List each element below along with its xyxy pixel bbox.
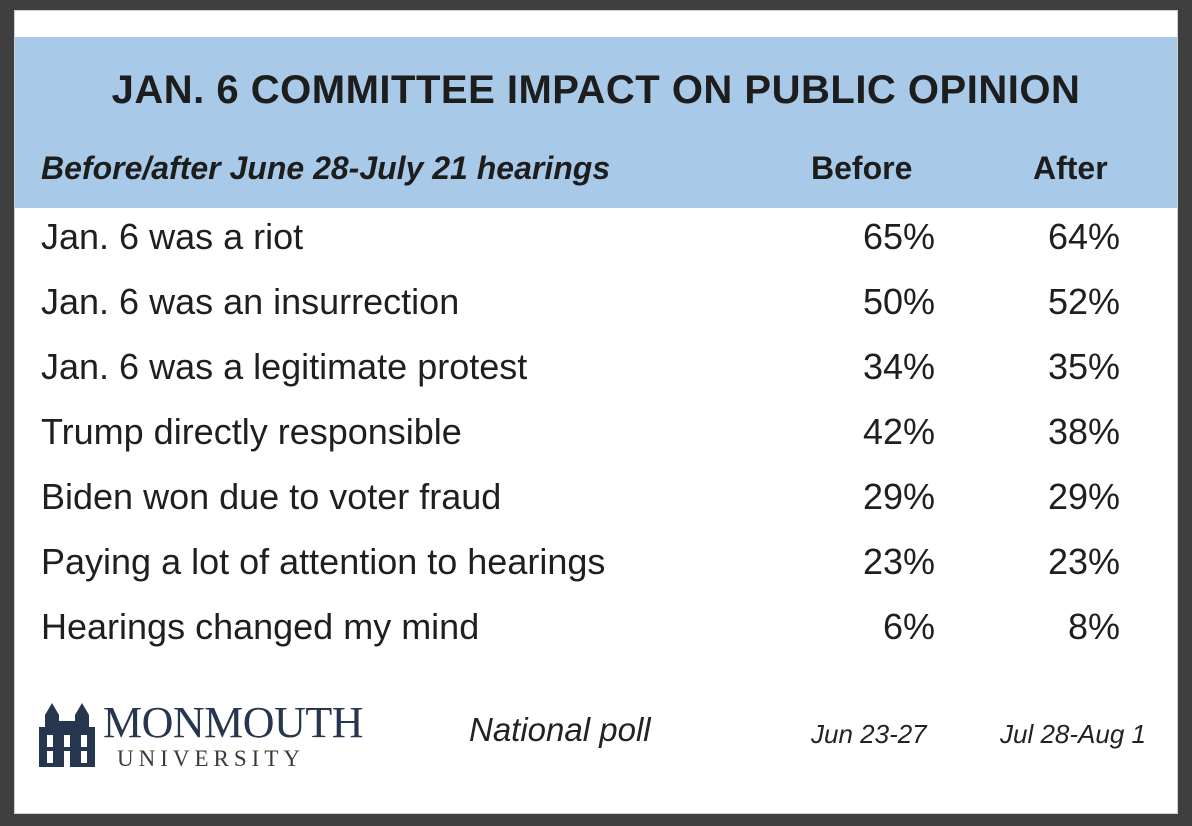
table-title: JAN. 6 COMMITTEE IMPACT ON PUBLIC OPINIO… xyxy=(111,68,1081,112)
poll-type-label: National poll xyxy=(469,711,651,748)
before-value: 34% xyxy=(862,346,935,387)
before-date-label: Jun 23-27 xyxy=(811,719,927,749)
row-label: Jan. 6 was a riot xyxy=(41,216,304,257)
column-header-after: After xyxy=(1033,150,1108,186)
after-value: 52% xyxy=(1047,281,1120,322)
before-value: 6% xyxy=(882,606,935,647)
after-value: 8% xyxy=(1067,606,1120,647)
after-date-label: Jul 28-Aug 1 xyxy=(1000,719,1146,749)
table-row: Jan. 6 was a legitimate protest 34% 35% xyxy=(15,338,1177,403)
table-row: Hearings changed my mind 6% 8% xyxy=(15,598,1177,663)
before-value: 65% xyxy=(862,216,935,257)
table-row: Jan. 6 was a riot 65% 64% xyxy=(15,208,1177,273)
before-value: 23% xyxy=(862,541,935,582)
after-value: 23% xyxy=(1047,541,1120,582)
row-label: Paying a lot of attention to hearings xyxy=(41,541,606,582)
poll-table-card: JAN. 6 COMMITTEE IMPACT ON PUBLIC OPINIO… xyxy=(14,10,1178,814)
before-value: 42% xyxy=(862,411,935,452)
table-row: Trump directly responsible 42% 38% xyxy=(15,403,1177,468)
row-label: Hearings changed my mind xyxy=(41,606,480,647)
table-header: JAN. 6 COMMITTEE IMPACT ON PUBLIC OPINIO… xyxy=(15,37,1177,208)
row-label: Biden won due to voter fraud xyxy=(41,476,502,517)
table-row: Jan. 6 was an insurrection 50% 52% xyxy=(15,273,1177,338)
logo-wordmark: MONMOUTH xyxy=(103,698,364,747)
row-label: Jan. 6 was a legitimate protest xyxy=(41,346,528,387)
after-value: 29% xyxy=(1047,476,1120,517)
after-value: 64% xyxy=(1047,216,1120,257)
column-header-before: Before xyxy=(811,150,913,186)
after-value: 35% xyxy=(1047,346,1120,387)
table-row: Biden won due to voter fraud 29% 29% xyxy=(15,468,1177,533)
logo-subtitle: UNIVERSITY xyxy=(117,746,305,771)
university-building-icon xyxy=(39,703,95,767)
table-body: Jan. 6 was a riot 65% 64% Jan. 6 was an ins… xyxy=(15,208,1177,663)
before-value: 50% xyxy=(862,281,935,322)
after-value: 38% xyxy=(1047,411,1120,452)
monmouth-logo: MONMOUTH UNIVERSITY xyxy=(35,691,395,771)
row-label: Trump directly responsible xyxy=(41,411,462,452)
row-label-header: Before/after June 28-July 21 hearings xyxy=(41,150,611,186)
before-value: 29% xyxy=(862,476,935,517)
table-row: Paying a lot of attention to hearings 23%… xyxy=(15,533,1177,598)
row-label: Jan. 6 was an insurrection xyxy=(41,281,460,322)
